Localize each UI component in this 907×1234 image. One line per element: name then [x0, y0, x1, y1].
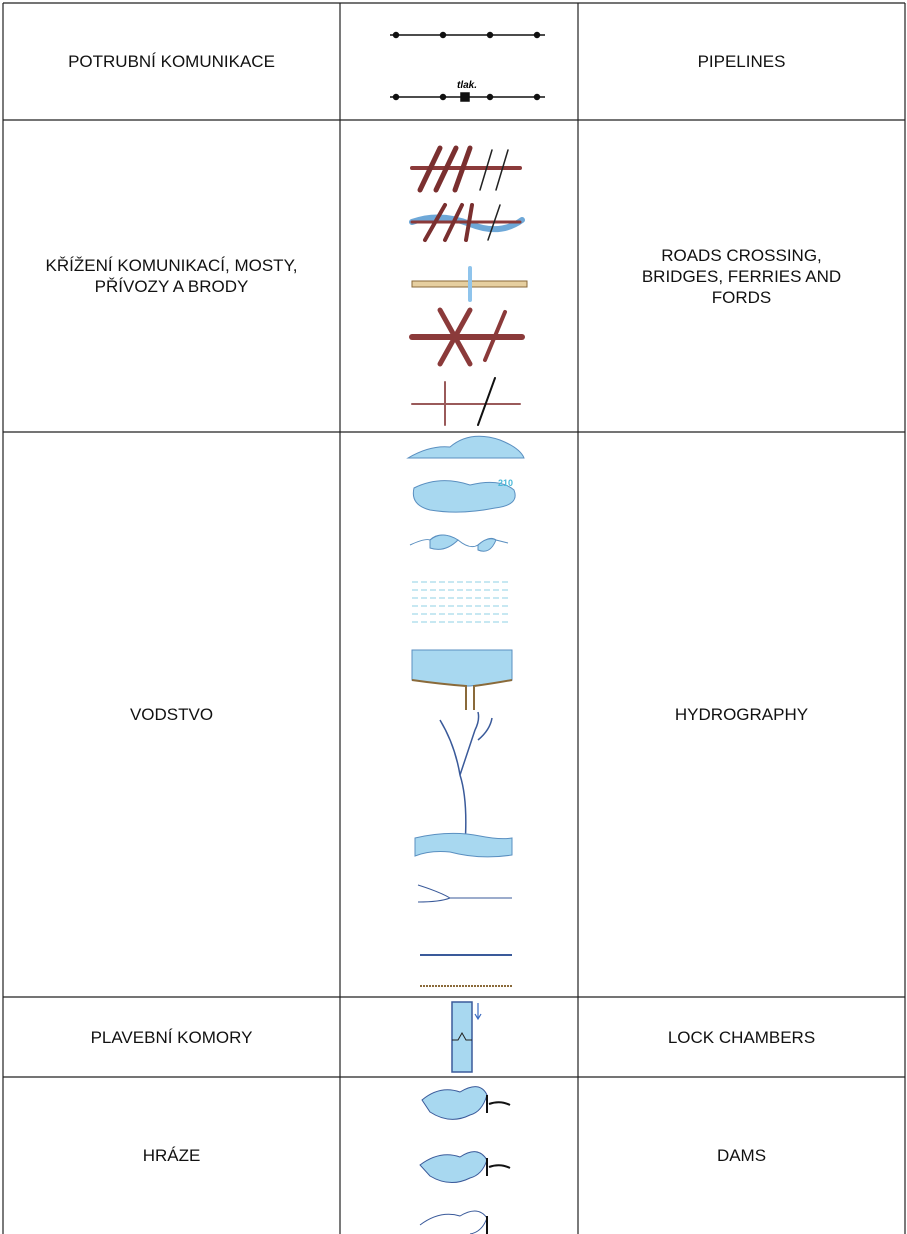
english-cell: LOCK CHAMBERS	[578, 997, 905, 1077]
czech-label: HRÁZE	[142, 1146, 201, 1165]
english-cell: HYDROGRAPHY	[578, 432, 905, 997]
english-label: DAMS	[716, 1146, 767, 1165]
pipeline-symbol	[390, 31, 545, 102]
czech-cell: PLAVEBNÍ KOMORY	[3, 997, 340, 1077]
dam-symbols	[419, 1086, 511, 1234]
czech-label: KŘÍŽENÍ KOMUNIKACÍ, MOSTY, PŘÍVOZY A BRO…	[45, 256, 298, 296]
czech-cell: HRÁZE	[3, 1077, 340, 1234]
czech-cell: POTRUBNÍ KOMUNIKACE	[3, 3, 340, 120]
english-cell: DAMS	[578, 1077, 905, 1234]
czech-cell: VODSTVO	[3, 432, 340, 997]
english-label: ROADS CROSSING, BRIDGES, FERRIES AND FOR…	[641, 245, 842, 307]
english-label: HYDROGRAPHY	[674, 705, 809, 724]
czech-label: POTRUBNÍ KOMUNIKACE	[68, 52, 275, 71]
english-label: LOCK CHAMBERS	[667, 1027, 816, 1047]
lock-symbol	[451, 1001, 482, 1073]
hydrography-symbols	[406, 435, 525, 987]
crossing-symbols	[409, 145, 528, 426]
symbol-label: 210	[498, 478, 513, 488]
english-cell: ROADS CROSSING, BRIDGES, FERRIES AND FOR…	[578, 120, 905, 432]
english-label: PIPELINES	[697, 52, 786, 71]
english-cell: PIPELINES	[578, 3, 905, 120]
czech-label: VODSTVO	[129, 705, 214, 724]
czech-cell: KŘÍŽENÍ KOMUNIKACÍ, MOSTY, PŘÍVOZY A BRO…	[3, 120, 340, 432]
symbol-label: tlak.	[457, 80, 477, 91]
czech-label: PLAVEBNÍ KOMORY	[90, 1027, 253, 1047]
